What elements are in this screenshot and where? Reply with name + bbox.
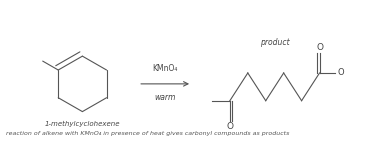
Text: 1-methylcyclohexene: 1-methylcyclohexene [45, 120, 120, 127]
Text: warm: warm [154, 93, 176, 102]
Text: O: O [316, 43, 323, 52]
Text: O: O [337, 68, 344, 78]
Text: product: product [260, 38, 290, 47]
Text: KMnO₄: KMnO₄ [152, 63, 178, 73]
Text: reaction of alkene with KMnO₄ in presence of heat gives carbonyl compounds as pr: reaction of alkene with KMnO₄ in presenc… [6, 131, 289, 136]
Text: O: O [226, 122, 233, 131]
